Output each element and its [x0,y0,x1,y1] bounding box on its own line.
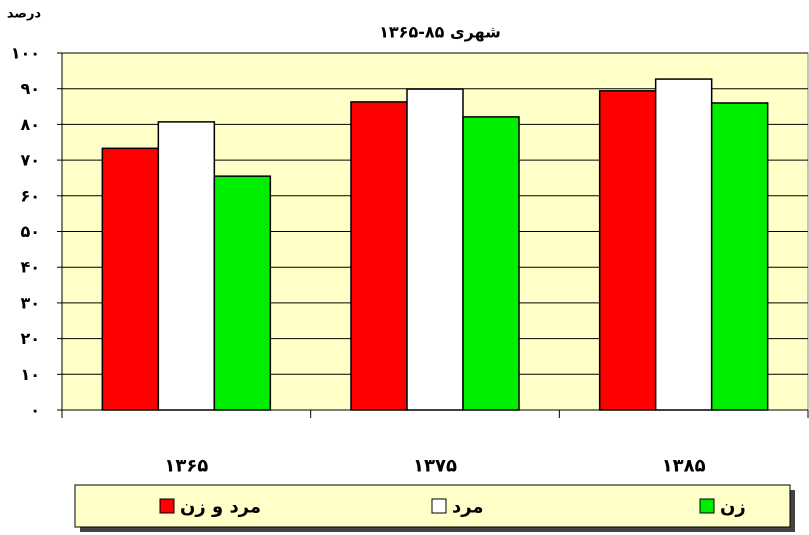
y-tick-label: ۸۰ [20,115,40,134]
y-tick-label: ۳۰ [20,293,40,312]
y-tick-label: ۲۰ [20,329,40,348]
bar [157,121,216,411]
legend-label: مرد و زن [180,497,261,518]
bar [101,147,160,411]
x-tick-label: ۱۳۷۵ [413,456,457,477]
y-tick-label: ۱۰ [20,365,40,384]
y-axis-label: درصد [7,7,42,22]
bar [462,116,520,411]
legend-label: مرد [452,497,484,518]
legend-swatch [159,498,175,514]
y-tick-label: ۹۰ [20,79,40,98]
y-tick-label: ۷۰ [20,151,40,170]
bar [213,175,272,411]
bar [654,78,713,411]
chart-title: شهری ۸۵-۱۳۶۵ [379,23,501,42]
bar [598,90,657,411]
legend-label: زن [720,497,746,518]
y-tick-label: ۰ [30,401,40,420]
y-tick-label: ۵۰ [20,222,40,241]
y-tick-label: ۴۰ [20,258,40,277]
x-tick-label: ۱۳۸۵ [662,456,706,477]
bar [350,101,408,411]
y-tick-label: ۱۰۰ [11,44,40,63]
bar [710,102,769,411]
y-tick-label: ۶۰ [20,186,40,205]
legend-swatch [699,498,715,514]
x-tick-label: ۱۳۶۵ [164,456,208,477]
bar [406,88,464,411]
legend-swatch [431,498,447,514]
